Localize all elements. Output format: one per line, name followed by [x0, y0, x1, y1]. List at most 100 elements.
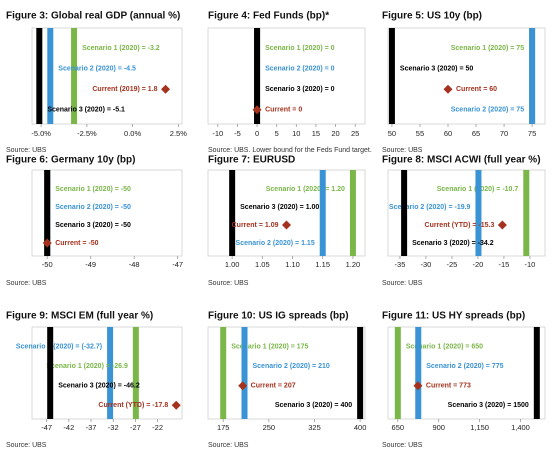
marker-label: Scenario 3 (2020) = -50: [55, 222, 131, 229]
marker-label: Scenario 3 (2020) = 1.00: [240, 204, 319, 211]
x-tick-label: 70: [500, 129, 508, 138]
marker-label: Scenario 3 (2020) = -5.1: [47, 107, 125, 114]
x-tick-label: 2.5%: [170, 129, 187, 138]
chart-title: Figure 4: Fed Funds (bp)*: [208, 11, 329, 22]
marker-label: Current = 773: [426, 383, 471, 390]
scenario-line: [220, 327, 227, 419]
scenario-line: [47, 28, 54, 124]
marker-label: Current = 0: [265, 107, 302, 114]
x-tick-label: -2.5%: [77, 129, 97, 138]
marker-label: Scenario 3 (2020) = 50: [400, 66, 473, 73]
x-tick-label: 25: [351, 129, 359, 138]
x-tick-label: -22: [152, 423, 163, 432]
x-tick-label: 1.10: [285, 260, 300, 269]
x-tick-label: -27: [130, 423, 141, 432]
x-tick-label: 75: [528, 129, 536, 138]
marker-label: Scenario 1 (2020) = 175: [231, 344, 308, 351]
x-tick-label: 10: [292, 129, 300, 138]
current-marker: [252, 105, 262, 115]
x-tick-label: -48: [129, 260, 140, 269]
marker-label: Scenario 2 (2020) = 1.15: [236, 240, 315, 247]
x-tick-label: -20: [473, 260, 484, 269]
current-marker: [413, 381, 423, 391]
marker-label: Current (YTD) = -15.3: [425, 222, 495, 229]
source-note: Source: UBS: [208, 280, 249, 287]
marker-label: Scenario 2 (2020) = -19.9: [389, 204, 471, 211]
x-tick-label: 1.20: [346, 260, 361, 269]
x-tick-label: 15: [312, 129, 320, 138]
plot-frame: [387, 169, 546, 257]
current-marker: [238, 381, 248, 391]
x-tick-label: -30: [421, 260, 432, 269]
scenario-line: [36, 28, 43, 124]
marker-label: Scenario 1 (2020) = -3.2: [82, 45, 160, 52]
chart-title: Figure 9: MSCI EM (full year %): [6, 311, 153, 322]
x-tick-label: 325: [308, 423, 321, 432]
source-note: Source: UBS: [6, 147, 47, 154]
x-tick-label: -25: [447, 260, 458, 269]
source-note: Source: UBS: [6, 280, 47, 287]
scenario-line: [71, 28, 78, 124]
source-note: Source: UBS: [382, 280, 423, 287]
x-tick-label: 55: [416, 129, 424, 138]
current-marker: [161, 84, 171, 94]
marker-label: Scenario 1 (2020) = 650: [406, 344, 483, 351]
x-tick-label: 20: [331, 129, 339, 138]
marker-label: Scenario 2 (2020) = 210: [253, 363, 330, 370]
scenario-line: [401, 170, 408, 256]
marker-label: Scenario 3 (2020) = -34.2: [412, 240, 494, 247]
chart-title: Figure 7: EURUSD: [208, 155, 295, 166]
x-tick-label: -47: [172, 260, 183, 269]
scenario-line: [533, 327, 540, 419]
marker-label: Scenario 2 (2020) = 0: [265, 66, 335, 73]
marker-label: Current = -50: [55, 240, 98, 247]
scenario-line: [394, 327, 401, 419]
source-note: Source: UBS: [6, 442, 47, 449]
scenario-line: [107, 327, 114, 419]
marker-label: Scenario 1 (2020) = -50: [55, 186, 131, 193]
source-note: Source: UBS: [208, 442, 249, 449]
marker-label: Scenario 2 (2020) = -4.5: [58, 66, 136, 73]
marker-label: Scenario 2 (2020) = -50: [55, 204, 131, 211]
x-tick-label: 1.05: [255, 260, 270, 269]
marker-label: Current (2019) = 1.8: [92, 86, 157, 93]
marker-label: Scenario 2 (2020) = 75: [451, 107, 524, 114]
x-tick-label: 5: [275, 129, 279, 138]
scenario-line: [241, 327, 248, 419]
x-tick-label: -15: [499, 260, 510, 269]
x-tick-label: -49: [85, 260, 96, 269]
scenario-line: [254, 28, 261, 124]
scenario-line: [349, 170, 356, 256]
x-tick-label: -47: [41, 423, 52, 432]
x-tick-label: 0: [255, 129, 259, 138]
chart-title: Figure 3: Global real GDP (annual %): [6, 11, 180, 22]
x-tick-label: 65: [472, 129, 480, 138]
plot-frame: [31, 27, 183, 125]
x-tick-label: -5: [234, 129, 241, 138]
x-tick-label: 400: [354, 423, 367, 432]
x-tick-label: -32: [108, 423, 119, 432]
marker-label: Current = 1.09: [232, 222, 279, 229]
scenario-line: [229, 170, 236, 256]
marker-label: Scenario 1 (2020) = 75: [451, 45, 524, 52]
x-tick-label: 1,150: [470, 423, 489, 432]
chart-title: Figure 6: Germany 10y (bp): [6, 155, 135, 166]
x-tick-label: 1.00: [225, 260, 240, 269]
x-tick-label: 1,400: [511, 423, 530, 432]
x-tick-label: 900: [432, 423, 445, 432]
x-tick-label: -10: [212, 129, 223, 138]
marker-label: Scenario 3 (2020) = 1500: [448, 402, 529, 409]
scenario-line: [415, 327, 422, 419]
chart-title: Figure 5: US 10y (bp): [382, 11, 482, 22]
x-tick-label: -10: [525, 260, 536, 269]
x-tick-label: 250: [263, 423, 276, 432]
x-tick-label: 650: [392, 423, 405, 432]
marker-label: Current = 207: [251, 383, 296, 390]
marker-label: Scenario 1 (2020) = 1.20: [266, 186, 345, 193]
current-marker: [42, 238, 52, 248]
marker-label: Current = 60: [456, 86, 497, 93]
plot-frame: [31, 169, 183, 257]
chart-title: Figure 11: US HY spreads (bp): [382, 311, 525, 322]
marker-label: Scenario 1 (2020) = 0: [265, 45, 335, 52]
